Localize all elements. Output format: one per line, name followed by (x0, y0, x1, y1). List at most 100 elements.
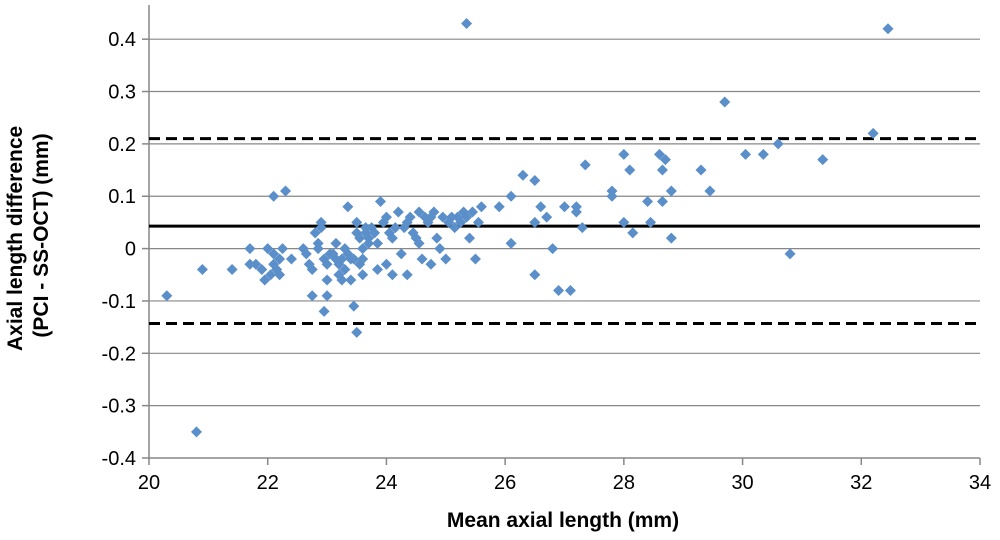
x-tick-label: 30 (731, 472, 753, 494)
data-point (867, 127, 879, 139)
data-point (395, 248, 407, 260)
x-tick-label: 24 (375, 472, 397, 494)
data-point (196, 264, 208, 276)
data-point (564, 284, 576, 296)
data-point (351, 216, 363, 228)
data-point (529, 269, 541, 281)
data-point (262, 243, 274, 255)
data-point (265, 269, 277, 281)
data-point (817, 154, 829, 166)
data-point (268, 190, 280, 202)
y-axis-title-line-2: (PCI - SS-OCT) (mm) (30, 133, 53, 337)
data-point (740, 148, 752, 160)
data-point (757, 148, 769, 160)
data-point (380, 258, 392, 270)
reference-lines (149, 137, 980, 325)
data-point (268, 248, 280, 260)
data-point (244, 243, 256, 255)
data-point (312, 237, 324, 249)
data-point (274, 269, 286, 281)
data-point (695, 164, 707, 176)
data-point (372, 264, 384, 276)
data-point (300, 248, 312, 260)
data-point (321, 290, 333, 302)
data-point (351, 326, 363, 338)
data-point (306, 290, 318, 302)
data-point (656, 164, 668, 176)
data-point (363, 237, 375, 249)
x-tick-label: 20 (138, 472, 160, 494)
data-point (357, 269, 369, 281)
data-point (446, 211, 458, 223)
data-point (719, 96, 731, 108)
x-tick-label: 32 (850, 472, 872, 494)
data-point (529, 216, 541, 228)
data-point (665, 185, 677, 197)
data-point (772, 138, 784, 150)
y-tick-label: -0.1 (102, 291, 136, 313)
data-point (374, 195, 386, 207)
data-point (428, 206, 440, 218)
data-point (449, 222, 461, 234)
gridlines (149, 38, 980, 407)
x-tick-label: 26 (494, 472, 516, 494)
data-point (321, 274, 333, 286)
data-point (416, 253, 428, 265)
data-point (431, 232, 443, 244)
data-point (624, 164, 636, 176)
data-point (434, 243, 446, 255)
data-point (330, 237, 342, 249)
data-point (339, 264, 351, 276)
data-point (285, 253, 297, 265)
y-tick-label: -0.4 (102, 448, 136, 470)
data-point (517, 169, 529, 181)
data-point (369, 227, 381, 239)
data-point (348, 300, 360, 312)
data-point (437, 211, 449, 223)
data-point (274, 253, 286, 265)
data-point (244, 258, 256, 270)
data-point (466, 206, 478, 218)
data-point (336, 274, 348, 286)
data-point (321, 258, 333, 270)
data-point (389, 222, 401, 234)
data-point (475, 201, 487, 213)
data-point (645, 216, 657, 228)
data-point (401, 269, 413, 281)
data-point (425, 258, 437, 270)
data-point (529, 175, 541, 187)
data-point (315, 222, 327, 234)
data-point (461, 17, 473, 29)
data-point (642, 195, 654, 207)
data-point (576, 222, 588, 234)
data-point (784, 248, 796, 260)
x-tick-label: 22 (257, 472, 279, 494)
data-point (570, 201, 582, 213)
axes (142, 5, 981, 465)
data-point (541, 211, 553, 223)
data-point (440, 253, 452, 265)
data-point (190, 426, 202, 438)
y-tick-label: 0.4 (108, 29, 136, 51)
data-point (226, 264, 238, 276)
data-point (606, 190, 618, 202)
y-tick-label: 0 (125, 239, 136, 261)
data-point (618, 148, 630, 160)
data-point (404, 211, 416, 223)
data-point (250, 258, 262, 270)
data-point (306, 264, 318, 276)
data-point (280, 185, 292, 197)
data-point (386, 269, 398, 281)
data-point (342, 201, 354, 213)
data-point (656, 195, 668, 207)
data-point (493, 201, 505, 213)
data-point (464, 232, 476, 244)
data-point (357, 253, 369, 265)
data-point (559, 201, 570, 213)
data-point (469, 253, 481, 265)
data-point (461, 211, 473, 223)
data-point (665, 232, 677, 244)
data-point (505, 190, 517, 202)
data-point (882, 23, 894, 35)
